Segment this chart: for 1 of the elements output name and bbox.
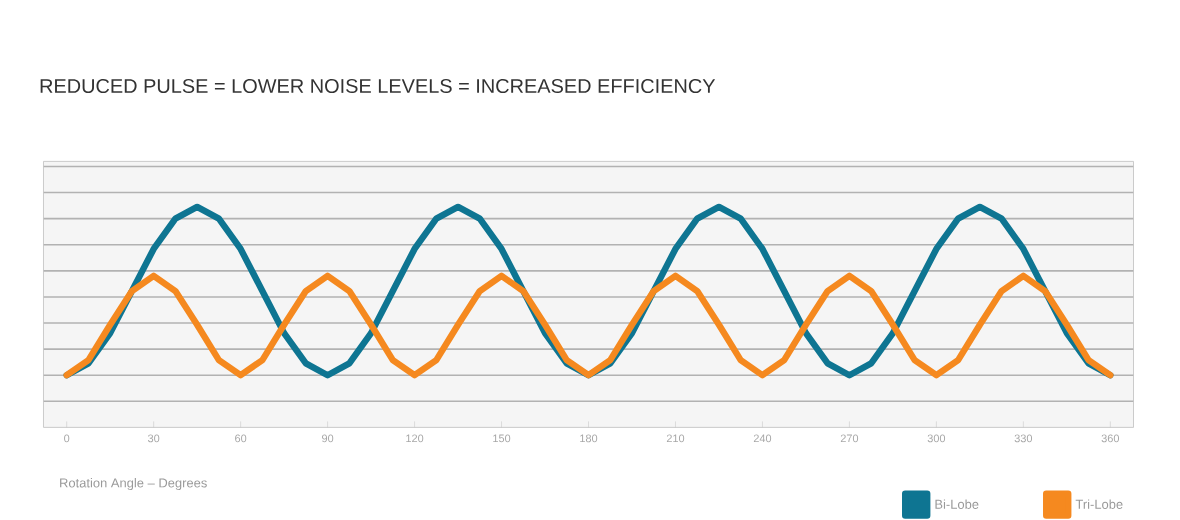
chart-title: REDUCED PULSE = LOWER NOISE LEVELS = INCREASED EFFICIENCY — [40, 78, 716, 94]
